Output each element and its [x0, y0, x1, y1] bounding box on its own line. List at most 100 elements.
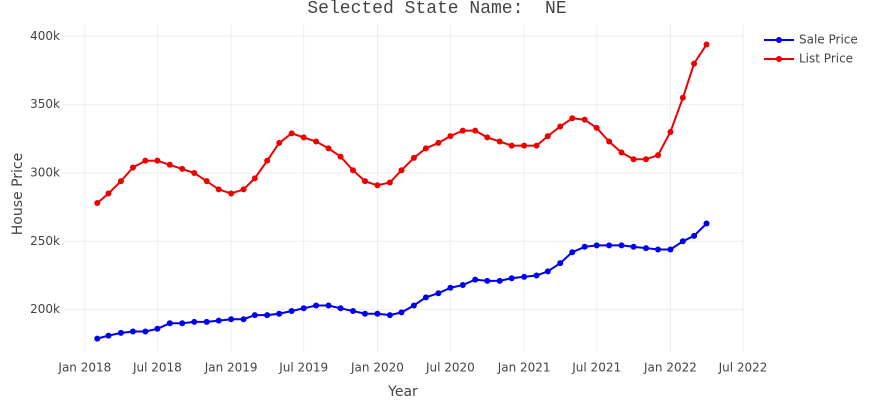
x-tick-label: Jan 2018	[57, 361, 111, 375]
data-point	[544, 133, 551, 140]
data-point	[94, 335, 101, 342]
y-axis-label: House Price	[10, 153, 26, 235]
data-point	[142, 328, 149, 335]
x-tick-label: Jul 2019	[278, 361, 328, 375]
data-point	[459, 282, 466, 289]
data-point	[667, 128, 674, 135]
data-point	[398, 309, 405, 316]
data-point	[593, 124, 600, 131]
data-point	[251, 175, 258, 182]
data-point	[691, 232, 698, 239]
y-tick-label: 400k	[30, 29, 60, 43]
x-axis-label: Year	[387, 384, 418, 400]
data-point	[349, 167, 356, 174]
series-line	[96, 43, 708, 204]
data-point	[533, 142, 540, 149]
data-point	[581, 116, 588, 123]
data-point	[264, 312, 271, 319]
data-point	[228, 190, 235, 197]
legend-marker	[776, 56, 782, 62]
x-tick-label: Jul 2021	[571, 361, 621, 375]
x-tick-label: Jul 2020	[425, 361, 475, 375]
data-point	[521, 273, 528, 280]
data-point	[300, 134, 307, 141]
data-point	[129, 164, 136, 171]
data-point	[288, 308, 295, 314]
data-point	[496, 138, 503, 145]
data-point	[142, 157, 149, 164]
data-point	[362, 310, 369, 317]
y-tick-label: 350k	[30, 97, 60, 111]
data-point	[337, 153, 344, 160]
data-point	[557, 260, 564, 267]
data-point	[459, 127, 466, 134]
data-point	[374, 310, 381, 317]
data-point	[166, 320, 173, 327]
data-point	[569, 249, 576, 256]
data-point	[593, 242, 600, 249]
grid	[62, 24, 745, 352]
data-point	[325, 145, 332, 152]
data-point	[484, 134, 491, 141]
data-point	[374, 182, 381, 189]
data-point	[386, 179, 393, 186]
data-point	[606, 138, 613, 145]
data-point	[557, 123, 564, 130]
data-point	[521, 142, 528, 149]
data-point	[618, 242, 625, 249]
data-point	[203, 318, 210, 325]
data-point	[276, 139, 283, 146]
data-point	[581, 243, 588, 250]
data-point	[251, 312, 258, 319]
data-point	[533, 272, 540, 279]
data-point	[154, 325, 161, 332]
data-point	[325, 302, 332, 309]
data-point	[484, 277, 491, 284]
y-tick-label: 200k	[30, 302, 60, 316]
data-point	[496, 277, 503, 284]
data-point	[435, 290, 442, 297]
data-point	[655, 152, 662, 159]
data-point	[472, 127, 479, 134]
data-point	[203, 178, 210, 185]
data-point	[240, 186, 247, 193]
data-point	[313, 138, 320, 145]
data-point	[630, 156, 637, 163]
legend-label: List Price	[799, 52, 853, 66]
data-point	[276, 310, 283, 317]
data-point	[105, 332, 112, 339]
legend-marker	[776, 37, 782, 43]
data-point	[642, 245, 649, 252]
data-point	[667, 246, 674, 253]
data-point	[215, 186, 222, 193]
data-point	[105, 190, 112, 197]
data-point	[435, 139, 442, 146]
data-point	[508, 275, 515, 282]
data-point	[337, 305, 344, 312]
data-point	[228, 316, 235, 323]
data-point	[544, 268, 551, 275]
data-point	[703, 41, 710, 48]
data-point	[166, 161, 173, 168]
data-point	[240, 316, 247, 323]
data-point	[679, 238, 686, 245]
data-point	[215, 317, 222, 324]
data-point	[313, 302, 320, 309]
data-point	[472, 276, 479, 283]
x-tick-label: Jan 2022	[643, 361, 697, 375]
data-point	[154, 157, 161, 164]
data-point	[410, 302, 417, 309]
data-point	[191, 318, 198, 325]
x-tick-label: Jan 2021	[497, 361, 551, 375]
y-tick-label: 300k	[30, 165, 60, 179]
data-point	[129, 328, 136, 335]
data-point	[642, 156, 649, 163]
data-point	[422, 294, 429, 301]
data-point	[300, 305, 307, 312]
data-point	[618, 149, 625, 156]
data-point	[94, 200, 101, 207]
data-point	[117, 178, 124, 185]
data-point	[606, 242, 613, 249]
y-tick-label: 250k	[30, 234, 60, 248]
